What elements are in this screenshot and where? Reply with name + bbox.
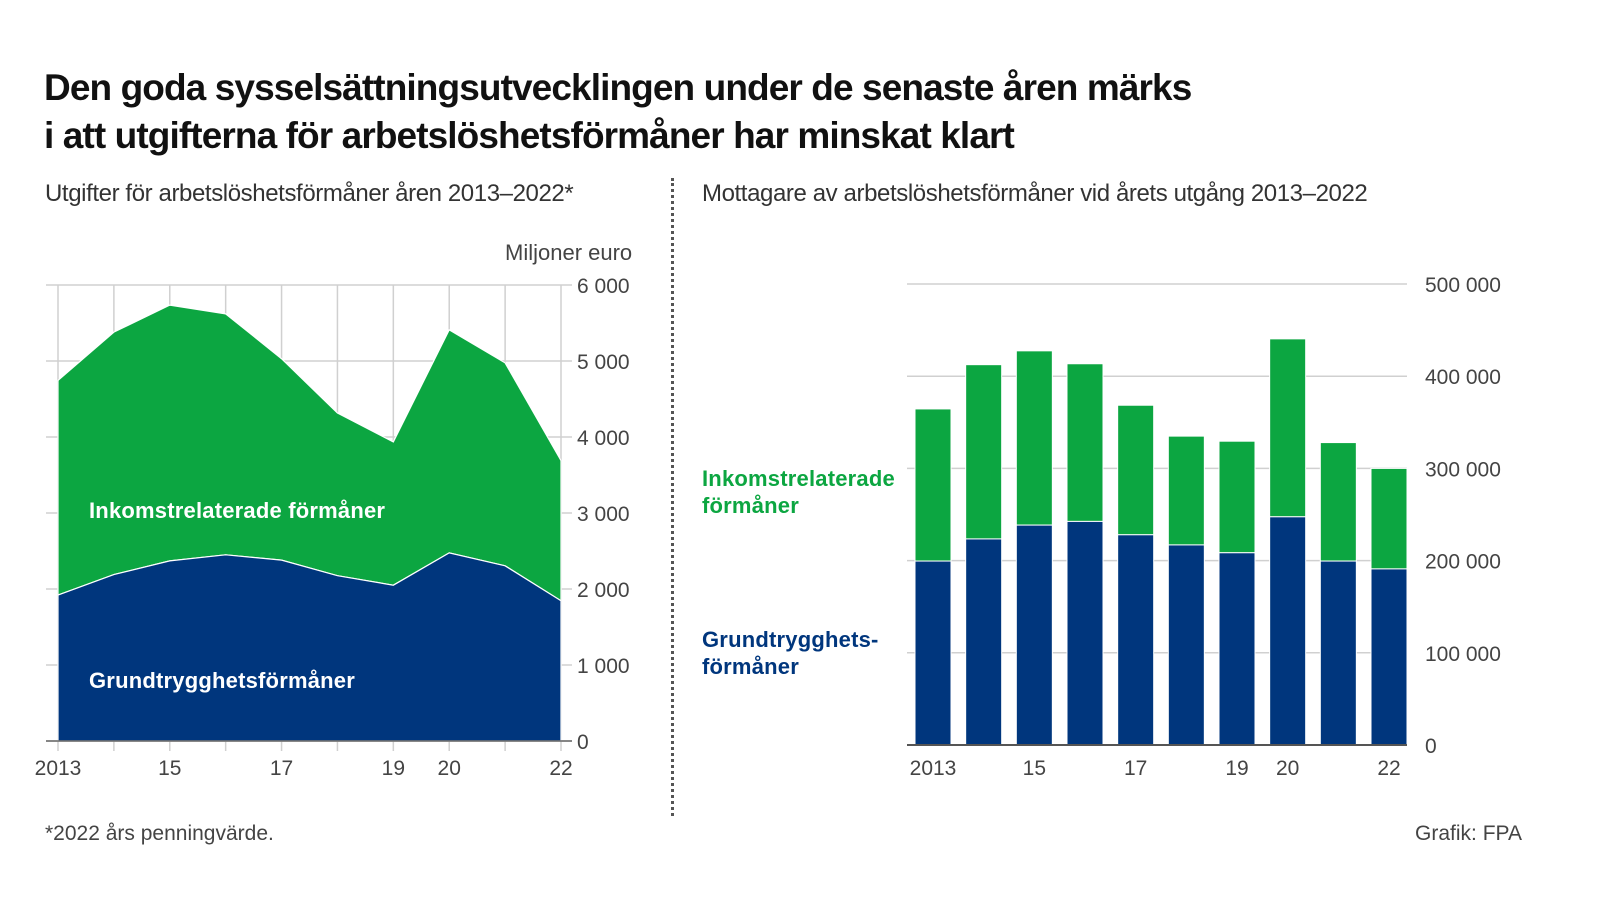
bar-legend-grund: Grundtrygghets- förmåner (702, 626, 879, 680)
legend-line: Inkomstrelaterade (702, 466, 895, 491)
bar-grund (965, 538, 1003, 746)
y-tick-label: 100 000 (1425, 643, 1501, 666)
left-y-axis-label: Miljoner euro (505, 240, 633, 265)
x-tick-label: 19 (1225, 757, 1248, 780)
legend-line: Grundtrygghets- (702, 627, 879, 652)
bar-grund (1218, 552, 1256, 746)
x-tick-label: 20 (1276, 757, 1299, 780)
legend-line: förmåner (702, 654, 799, 679)
divider (671, 178, 674, 816)
x-tick-label: 15 (158, 757, 181, 780)
bar-grund (1015, 524, 1053, 746)
left-chart-subtitle: Utgifter för arbetslöshetsförmåner åren … (45, 180, 574, 207)
y-tick-label: 0 (1425, 735, 1437, 758)
x-tick-label: 2013 (910, 757, 957, 780)
bar-grund (1167, 544, 1205, 746)
bar-inkomst (914, 408, 952, 562)
chart-title: Den goda sysselsättningsutvecklingen und… (44, 64, 1192, 160)
x-tick-label: 17 (270, 757, 293, 780)
x-tick-label: 20 (438, 757, 461, 780)
x-tick-label: 15 (1023, 757, 1046, 780)
bar-inkomst (1218, 440, 1256, 554)
bar-inkomst (1370, 467, 1408, 570)
area-label-inkomst: Inkomstrelaterade förmåner (89, 498, 386, 523)
title-line-1: Den goda sysselsättningsutvecklingen und… (44, 67, 1192, 108)
title-line-2: i att utgifterna för arbetslöshetsförmån… (44, 115, 1015, 156)
bar-inkomst (1167, 435, 1205, 546)
y-tick-label: 2 000 (577, 579, 630, 602)
bar-inkomst (1015, 350, 1053, 526)
legend-line: förmåner (702, 493, 799, 518)
bar-inkomst (965, 364, 1003, 540)
area-chart: 0 1 000 2 000 3 000 4 000 5 000 6 000 2013 15 17 1… (35, 275, 630, 780)
bar-grund (914, 560, 952, 746)
bar-inkomst (1117, 404, 1155, 536)
bar-inkomst (1319, 442, 1357, 562)
y-tick-label: 3 000 (577, 503, 630, 526)
bar-grund (1269, 516, 1307, 746)
bar-inkomst (1269, 338, 1307, 518)
bar-grund (1370, 568, 1408, 746)
right-chart-subtitle: Mottagare av arbetslöshetsförmåner vid å… (702, 180, 1368, 207)
area-label-grund: Grundtrygghetsförmåner (89, 668, 355, 693)
y-tick-label: 4 000 (577, 427, 630, 450)
bar-grund (1066, 520, 1104, 746)
bar-inkomst (1066, 363, 1104, 522)
bar-grund (1319, 560, 1357, 746)
y-tick-label: 5 000 (577, 351, 630, 374)
area-inkomst (57, 304, 562, 602)
footnote: *2022 års penningvärde. (45, 822, 274, 845)
x-tick-label: 2013 (35, 757, 82, 780)
y-tick-label: 0 (577, 731, 589, 754)
bar-chart: 0 100 000 200 000 300 000 400 000 500 000 2013… (907, 274, 1501, 780)
y-tick-label: 400 000 (1425, 366, 1501, 389)
x-tick-label: 19 (382, 757, 405, 780)
y-tick-label: 500 000 (1425, 274, 1501, 297)
bar-legend-inkomst: Inkomstrelaterade förmåner (702, 465, 895, 519)
x-tick-label: 22 (1377, 757, 1400, 780)
y-tick-label: 6 000 (577, 275, 630, 298)
credit: Grafik: FPA (1415, 822, 1522, 845)
area-grund (57, 552, 562, 742)
bar-grund (1117, 534, 1155, 746)
y-tick-label: 300 000 (1425, 458, 1501, 481)
y-tick-label: 200 000 (1425, 551, 1501, 574)
x-tick-label: 17 (1124, 757, 1147, 780)
y-tick-label: 1 000 (577, 655, 630, 678)
x-tick-label: 22 (549, 757, 572, 780)
